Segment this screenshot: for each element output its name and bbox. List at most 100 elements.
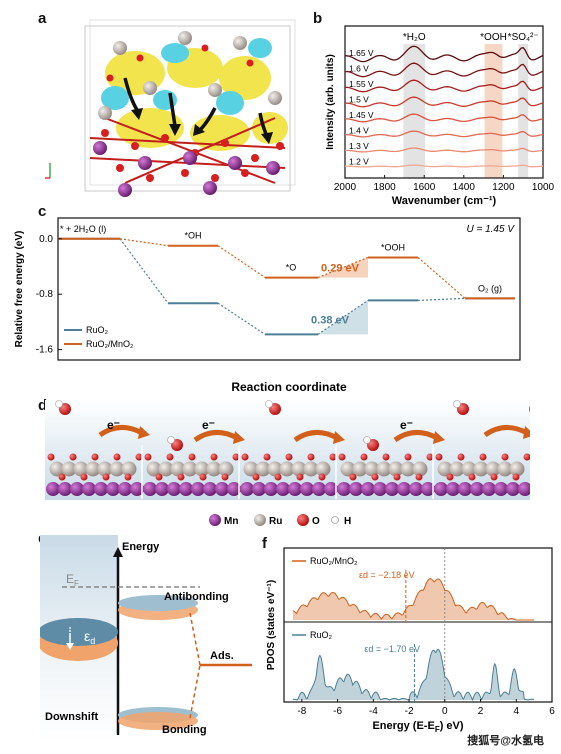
legend-label-d-1: Ru: [269, 516, 282, 527]
downshift-label: Downshift: [45, 711, 98, 723]
mn-atom: [446, 482, 460, 496]
xtick-label-f-2: -4: [369, 706, 378, 717]
spectrum-line-6: [344, 147, 544, 153]
ru-atom: [267, 461, 283, 477]
adsorbate-h-3: [363, 436, 371, 444]
mn-atom: [494, 482, 508, 496]
ru-atom: [291, 461, 307, 477]
annot-mix: 0.29 eV: [321, 262, 360, 274]
xtick-label-b-5: 1000: [532, 182, 555, 193]
mn-atom: [361, 482, 375, 496]
o-atom: [252, 473, 260, 481]
ru-atom: [437, 461, 453, 477]
ru-atom: [364, 461, 380, 477]
ru-atom: [352, 461, 368, 477]
o-atom: [371, 473, 379, 481]
frame-c: [57, 217, 521, 361]
spectrum-line-1: [344, 62, 544, 78]
xtick-label-b-1: 1800: [373, 182, 396, 193]
electron-label-0: e⁻: [107, 418, 120, 432]
mn-atom: [288, 482, 302, 496]
panel-d-mechanism: e⁻ e⁻ e⁻ Mn Ru O H: [45, 400, 530, 527]
potential-label-0: 1.65 V: [349, 48, 374, 58]
connector-0-0: [119, 238, 169, 304]
mn-atom: [118, 482, 132, 496]
o-atom: [285, 453, 293, 461]
mn-atom: [155, 482, 169, 496]
o-atom: [144, 453, 152, 461]
electron-label-2: e⁻: [400, 418, 413, 432]
ru-atom: [73, 461, 89, 477]
o-atom: [113, 453, 121, 461]
ru-atom: [497, 461, 513, 477]
ru-atom: [194, 461, 210, 477]
yaxis-label-f: PDOS (states eV⁻¹): [266, 580, 277, 670]
state-label-1: *OH: [184, 231, 201, 241]
o-atom: [58, 473, 66, 481]
mn-atom: [434, 482, 448, 496]
o-atom: [490, 473, 498, 481]
annot-ruo2: 0.38 eV: [311, 314, 350, 326]
band-1: [484, 44, 503, 178]
state-label-2: *O: [286, 263, 297, 273]
xtick-label-b-0: 2000: [334, 182, 357, 193]
d-band-upper: [40, 618, 118, 646]
top-name: RuO₂/MnO₂: [310, 556, 358, 566]
band-2: [518, 44, 529, 178]
legend-atom-d-2: [297, 514, 309, 526]
panel-label-d: d: [38, 397, 48, 414]
spectrum-line-7: [345, 164, 544, 168]
panel-a-structure: [45, 19, 296, 197]
potential-label-5: 1.4 V: [349, 126, 369, 136]
o-atom: [435, 453, 443, 461]
frame-f: [283, 547, 553, 703]
frame-b: [344, 25, 544, 179]
xtick-label-f-0: -8: [297, 706, 306, 717]
mn-atom: [227, 482, 241, 496]
adsorbate-h-0: [55, 400, 63, 408]
eps-sub: d: [90, 636, 95, 646]
spectrum-line-4: [345, 113, 544, 123]
o-atom: [47, 453, 55, 461]
ru-atom: [485, 461, 501, 477]
connector-1-0: [119, 238, 169, 247]
mn-atom: [252, 482, 266, 496]
spectrum-line-0: [345, 45, 544, 63]
o-atom: [318, 473, 326, 481]
o-atom: [80, 473, 88, 481]
mn-atom: [300, 482, 314, 496]
connector-1-1: [217, 245, 266, 279]
ru-atom: [412, 461, 428, 477]
ytick-label-c-2: -1.6: [36, 345, 54, 356]
ru-atom: [146, 461, 162, 477]
connector-0-3: [417, 297, 466, 302]
o-atom: [155, 473, 163, 481]
ru-atom: [255, 461, 271, 477]
mn-atom: [518, 482, 530, 496]
o-atom: [91, 453, 99, 461]
o-atom: [426, 453, 434, 461]
mn-atom: [106, 482, 120, 496]
xtick-label-b-2: 1600: [413, 182, 436, 193]
mn-atom: [324, 482, 338, 496]
condition: U = 1.45 V: [466, 224, 515, 235]
o-atom: [210, 453, 218, 461]
xtick-label-f-3: -2: [405, 706, 414, 717]
watermark: 搜狐号@水氢电: [467, 733, 544, 747]
potential-label-2: 1.55 V: [349, 79, 374, 89]
fermi-sub: F: [74, 579, 79, 588]
mn-atom: [312, 482, 326, 496]
adsorbate-h-4: [453, 400, 461, 408]
arrowhead-d-3: [433, 431, 445, 444]
bottom-center: εd = −1.70 eV: [364, 644, 420, 654]
arrowhead-d-2: [333, 431, 345, 444]
ru-atom: [400, 461, 416, 477]
panel-label-c: c: [38, 203, 47, 220]
o-atom: [468, 473, 476, 481]
ru-atom: [243, 461, 259, 477]
energy-title: Energy: [122, 541, 160, 553]
mn-atom: [143, 482, 157, 496]
xaxis-end-f: ) eV): [440, 720, 464, 732]
panel-c-energy-diagram: * + 2H₂O (l) *OH *O *OOH O₂ (g) 0.29 eV 0.38 e…: [14, 217, 521, 394]
adsorbate-h-2: [265, 400, 273, 408]
